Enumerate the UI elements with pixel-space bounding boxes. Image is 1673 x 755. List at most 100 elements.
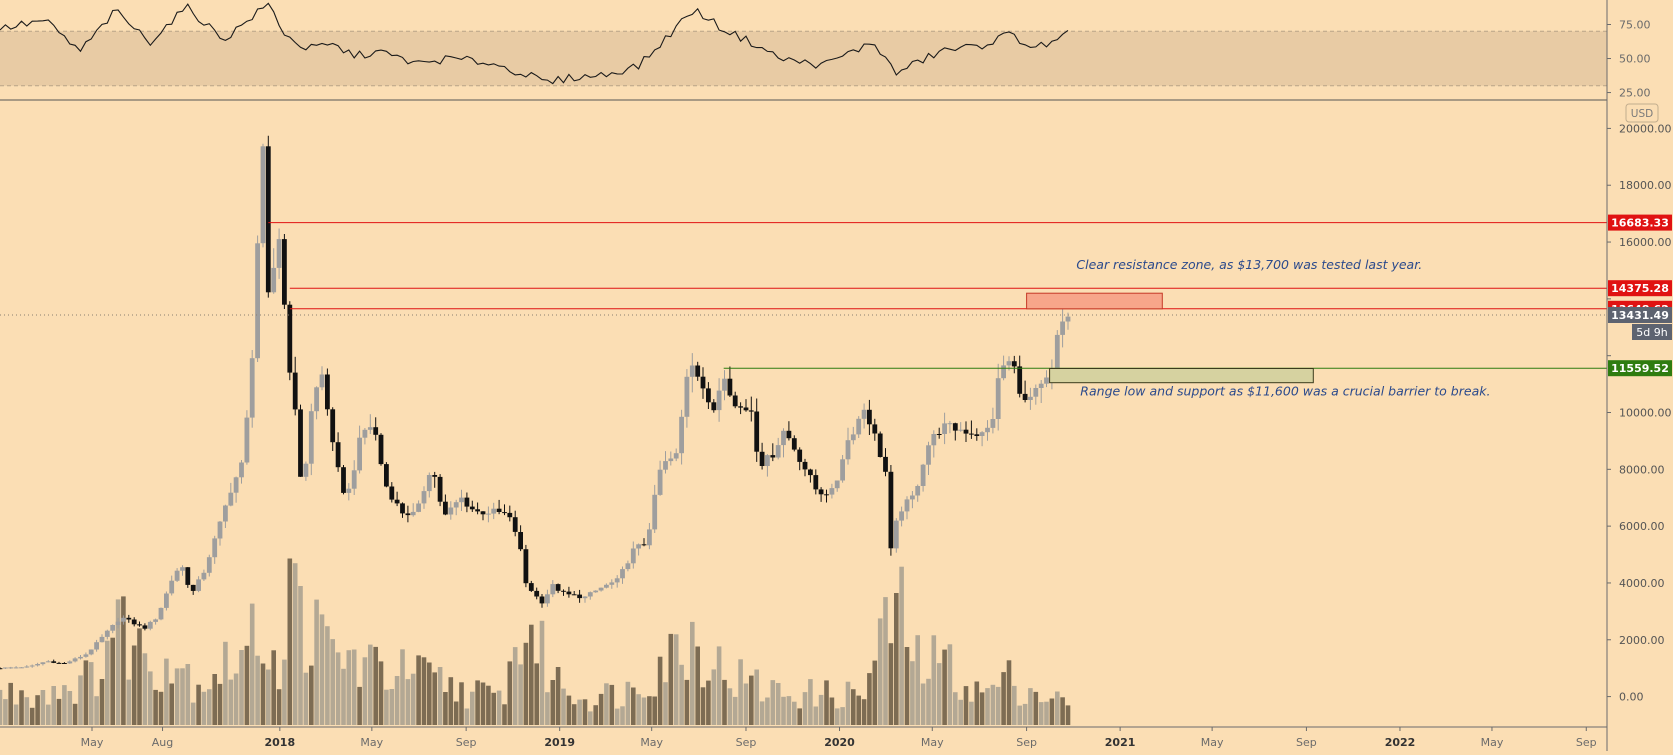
volume-bar [357,686,362,725]
volume-bar [260,663,266,725]
volume-bar [620,706,625,725]
candle-body [0,668,3,670]
candle-body [528,583,534,591]
volume-bar [378,661,384,725]
candle-body [400,503,405,514]
candle-body [249,358,255,418]
volume-bar [480,682,486,725]
candle-body [443,501,448,515]
candle-body [1006,361,1012,366]
volume-bar [62,685,67,725]
volume-bar [174,668,180,725]
candle-body [781,430,786,446]
time-axis[interactable]: May Aug 2018 May Sep 2019 May Sep 2020 May Sep 2021… [0,726,1607,749]
support-zone[interactable] [1049,368,1314,384]
candle-body [405,513,411,516]
volume-bar [813,706,819,725]
volume-bar [421,657,427,725]
volume-bar [818,694,824,725]
volume-bar [883,597,888,725]
candle-body [94,642,99,650]
candle-body [83,654,89,657]
volume-bar [910,661,915,725]
volume-bar [459,682,464,725]
countdown-tag [1632,324,1672,340]
volume-bar [1006,660,1012,725]
volume-bar [239,650,244,725]
currency-badge[interactable] [1625,103,1659,123]
volume-bar [566,695,572,725]
volume-bar [255,655,260,725]
candle-body [341,467,346,493]
price-tick-label: 16000.00 [1619,236,1672,249]
candle-body [748,410,754,412]
volume-bar [969,701,974,725]
candle-body [969,433,974,435]
volume-bar [1044,701,1049,725]
candle-body [276,239,282,268]
volume-bar [335,652,341,725]
candle-body [260,146,266,244]
volume-bar [437,667,443,725]
volume-bar [953,692,958,725]
candle-body [292,372,298,410]
level-price-label: 11559.52 [1611,362,1669,375]
candle-body [920,464,926,486]
resistance-zone[interactable] [1026,292,1163,310]
candle-body [174,570,180,581]
candle-body [883,456,888,472]
candle-body [357,437,362,471]
candle-body [587,592,593,597]
candle-body [872,424,878,434]
volume-bar [711,669,717,725]
volume-bar [727,688,733,725]
level-price-tag [1608,280,1672,297]
volume-bar [292,563,298,725]
candle-body [910,495,915,500]
price-tick-label: 6000.00 [1619,520,1665,533]
volume-bar [67,691,73,725]
volume-bar [550,680,556,725]
candle-body [850,434,856,441]
volume-bar [915,635,920,725]
volume-bar [153,689,158,725]
candle-body [40,662,46,665]
volume-bar [491,692,496,725]
candle-body [255,243,260,359]
volume-bar [963,686,969,725]
volume-bar [856,695,861,725]
candle-body [13,667,19,669]
volume-bar [636,694,641,725]
candle-body [754,411,760,452]
candle-body [727,378,733,396]
countdown-label: 5d 9h [1636,326,1667,339]
volume-bar [1049,698,1055,725]
volume-bar [13,704,19,725]
volume-bar [722,679,727,725]
candle-body [534,590,540,597]
volume-bar [201,691,207,725]
time-tick-label: 2020 [824,736,855,749]
volume-bar [448,677,454,725]
volume-bar [271,650,276,725]
volume-bar [872,660,878,725]
candle-body [153,619,158,622]
volume-bar [83,660,89,725]
volume-bar [1001,672,1006,725]
price-axis[interactable]: 25.00 50.00 75.00 USD 0.00 2000.00 4000.00 6000… [1606,0,1673,751]
candle-body [282,239,287,305]
volume-bar [19,690,24,725]
volume-bar [851,689,856,725]
candle-body [131,619,137,625]
volume-bar [673,634,679,725]
volume-bar [88,662,94,725]
volume-bar [223,641,228,725]
candle-body [893,520,899,549]
candle-body [641,544,647,546]
candle-body [700,376,706,389]
candle-body [636,544,641,549]
time-tick-label: May [921,736,944,749]
volume-bar [582,699,588,725]
